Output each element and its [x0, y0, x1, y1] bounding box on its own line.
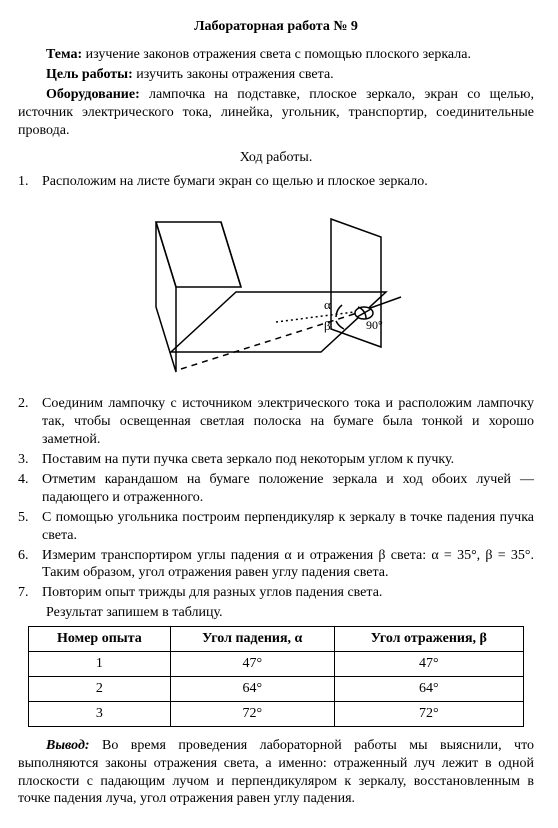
table-cell: 72°: [170, 701, 335, 726]
list-item: 6. Измерим транспортиром углы падения α и…: [18, 547, 534, 583]
step-number: 6.: [18, 547, 29, 565]
table-cell: 72°: [335, 701, 524, 726]
reflection-diagram: α β 90°: [126, 197, 426, 387]
list-item: 2. Соединим лампочку с источником электри…: [18, 395, 534, 449]
procedure-list-cont: 2. Соединим лампочку с источником электри…: [18, 395, 534, 602]
alpha-label: α: [324, 297, 331, 312]
step-number: 7.: [18, 584, 29, 602]
step-text: Поставим на пути пучка света зеркало под…: [42, 452, 454, 467]
table-header-row: Номер опыта Угол падения, α Угол отражен…: [29, 627, 523, 652]
goal-text: изучить законы отражения света.: [136, 67, 333, 82]
list-item: 4. Отметим карандашом на бумаге положение…: [18, 471, 534, 507]
theme-paragraph: Тема: изучение законов отражения света с…: [18, 46, 534, 64]
equipment-paragraph: Оборудование: лампочка на подставке, пло…: [18, 86, 534, 140]
step-number: 4.: [18, 471, 29, 489]
step-number: 3.: [18, 451, 29, 469]
table-cell: 64°: [170, 676, 335, 701]
step-number: 1.: [18, 173, 29, 191]
equipment-label: Оборудование:: [46, 87, 149, 102]
results-table: Номер опыта Угол падения, α Угол отражен…: [28, 626, 523, 727]
table-cell: 64°: [335, 676, 524, 701]
conclusion-paragraph: Вывод: Во время проведения лабораторной …: [18, 737, 534, 809]
goal-label: Цель работы:: [46, 67, 136, 82]
list-item: 1. Расположим на листе бумаги экран со ще…: [18, 173, 534, 191]
table-row: 3 72° 72°: [29, 701, 523, 726]
procedure-heading: Ход работы.: [18, 149, 534, 167]
table-cell: 47°: [335, 652, 524, 677]
table-cell: 2: [29, 676, 170, 701]
conclusion-label: Вывод:: [46, 738, 102, 753]
procedure-list: 1. Расположим на листе бумаги экран со ще…: [18, 173, 534, 191]
lab-title: Лабораторная работа № 9: [18, 18, 534, 36]
step-number: 5.: [18, 509, 29, 527]
step-text: С помощью угольника построим перпендикул…: [42, 510, 534, 543]
beta-label: β: [324, 318, 331, 333]
table-row: 2 64° 64°: [29, 676, 523, 701]
result-note: Результат запишем в таблицу.: [18, 604, 534, 622]
table-header: Номер опыта: [29, 627, 170, 652]
list-item: 7. Повторим опыт трижды для разных углов …: [18, 584, 534, 602]
step-text: Отметим карандашом на бумаге положение з…: [42, 472, 534, 505]
step-text: Измерим транспортиром углы падения α и о…: [42, 548, 534, 581]
table-row: 1 47° 47°: [29, 652, 523, 677]
list-item: 3. Поставим на пути пучка света зеркало п…: [18, 451, 534, 469]
table-cell: 47°: [170, 652, 335, 677]
table-header: Угол отражения, β: [335, 627, 524, 652]
theme-text: изучение законов отражения света с помощ…: [86, 47, 471, 62]
table-header: Угол падения, α: [170, 627, 335, 652]
step-text: Расположим на листе бумаги экран со щель…: [42, 174, 428, 189]
theme-label: Тема:: [46, 47, 86, 62]
list-item: 5. С помощью угольника построим перпендик…: [18, 509, 534, 545]
ninety-label: 90°: [366, 318, 383, 332]
goal-paragraph: Цель работы: изучить законы отражения св…: [18, 66, 534, 84]
table-cell: 1: [29, 652, 170, 677]
step-text: Повторим опыт трижды для разных углов па…: [42, 585, 382, 600]
step-number: 2.: [18, 395, 29, 413]
table-cell: 3: [29, 701, 170, 726]
step-text: Соединим лампочку с источником электриче…: [42, 396, 534, 447]
